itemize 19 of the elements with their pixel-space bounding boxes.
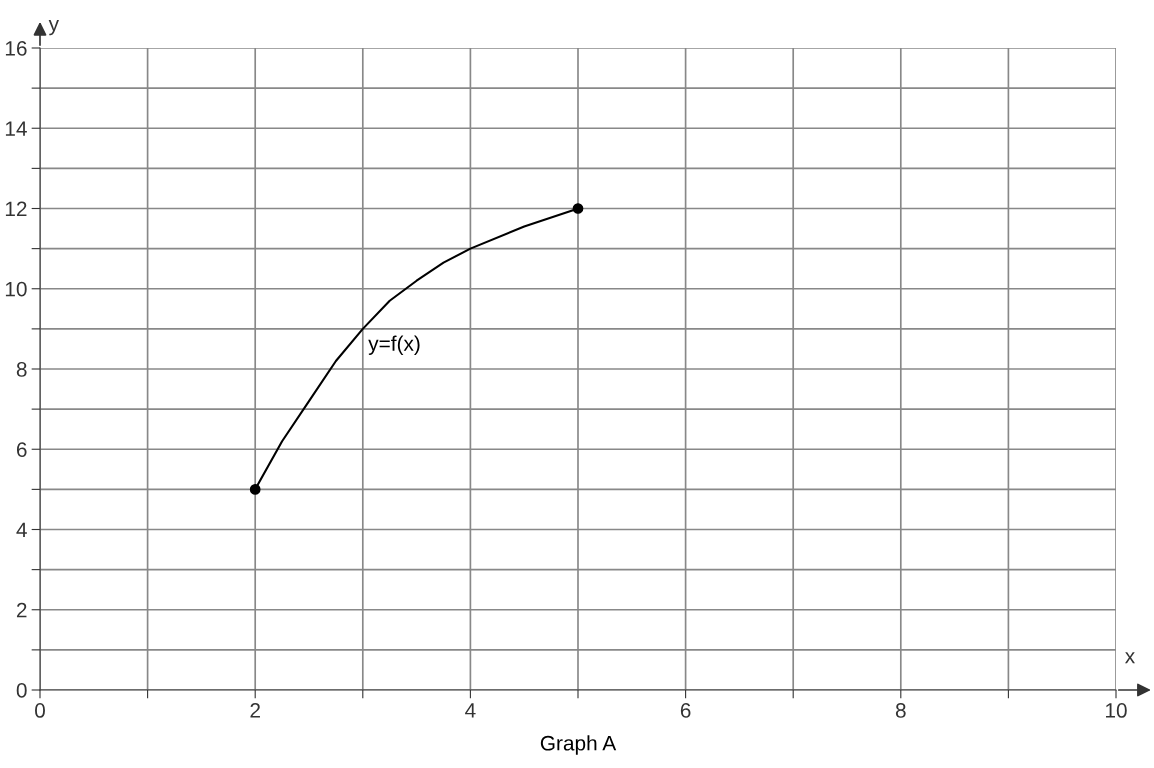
- y-tick-label: 16: [5, 41, 27, 56]
- y-tick-label: 12: [5, 201, 27, 217]
- annotation: y=f(x): [368, 335, 420, 355]
- x-axis-title: x: [1125, 652, 1135, 664]
- x-tick-label: 2: [250, 703, 260, 718]
- text: Graph A: [540, 735, 617, 755]
- y-axis-title: y: [48, 19, 59, 36]
- x-tick-label: 6: [680, 703, 691, 718]
- y-tick-label: 14: [5, 121, 27, 136]
- x-tick-label: 0: [35, 703, 45, 718]
- x-tick-label: 4: [465, 703, 476, 718]
- x-tick-label: 10: [1106, 703, 1127, 718]
- y-tick-label: 6: [16, 442, 27, 457]
- y-tick-label: 2: [16, 602, 27, 618]
- y-tick-label: 4: [16, 522, 27, 538]
- y-tick-label: 10: [5, 281, 27, 297]
- x-tick-label: 8: [895, 703, 906, 718]
- y-tick-label: 0: [16, 683, 27, 698]
- y-tick-label: 8: [16, 362, 27, 377]
